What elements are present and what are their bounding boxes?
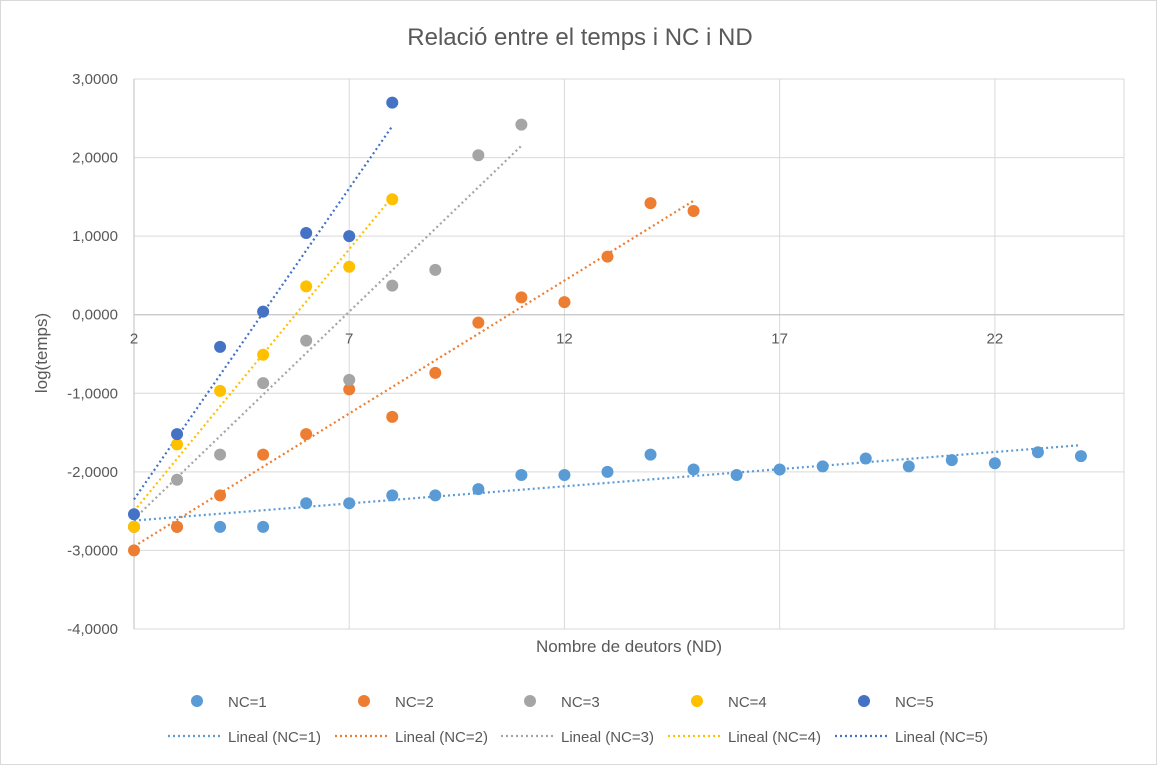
data-point (171, 520, 184, 533)
data-point (386, 96, 399, 109)
data-point (214, 520, 227, 533)
data-point (214, 384, 227, 397)
data-point (515, 291, 528, 304)
data-point (601, 465, 614, 478)
data-point (386, 410, 399, 423)
data-point (472, 149, 485, 162)
data-point (300, 334, 313, 347)
data-point (128, 508, 140, 521)
legend-trend-label: Lineal (NC=3) (561, 729, 654, 746)
legend-label: NC=2 (395, 694, 434, 711)
data-point (343, 260, 356, 273)
data-point (730, 469, 743, 481)
legend-trend-label: Lineal (NC=4) (728, 729, 821, 746)
data-point (257, 377, 270, 390)
legend-marker (858, 695, 870, 707)
y-tick-label: -4,0000 (67, 621, 118, 638)
data-point (128, 544, 140, 557)
data-point (429, 489, 442, 502)
data-point (902, 460, 915, 473)
data-points (128, 96, 1087, 557)
data-point (171, 438, 184, 451)
data-point (343, 230, 356, 243)
x-tick-labels: 2 7 12 17 22 (130, 331, 1003, 348)
data-point (558, 296, 571, 309)
data-point (472, 316, 485, 329)
legend-label: NC=4 (728, 694, 767, 711)
x-tick-label: 22 (987, 331, 1004, 348)
data-point (300, 497, 313, 510)
data-point (214, 489, 227, 502)
data-point (257, 520, 270, 533)
y-tick-label: -3,0000 (67, 542, 118, 559)
trendlines (133, 125, 1082, 548)
chart-title: Relació entre el temps i NC i ND (407, 24, 752, 51)
y-tick-label: 0,0000 (72, 307, 118, 324)
data-point (257, 448, 270, 461)
y-tick-label: -2,0000 (67, 464, 118, 481)
data-point (386, 279, 399, 292)
data-point (644, 197, 657, 210)
data-point (429, 263, 442, 276)
data-point (300, 227, 313, 239)
data-point (1031, 446, 1044, 459)
legend-trend-label: Lineal (NC=5) (895, 729, 988, 746)
data-point (300, 428, 313, 441)
data-point (171, 428, 184, 441)
legend: NC=1 NC=2 NC=3 NC=4 NC=5 Lineal (NC=1) Lineal … (168, 694, 988, 746)
data-point (386, 193, 399, 206)
data-point (687, 463, 700, 476)
data-point (515, 469, 528, 481)
data-point (386, 489, 399, 502)
x-tick-label: 12 (556, 331, 573, 348)
data-point (515, 118, 528, 131)
data-point (171, 473, 184, 486)
data-point (945, 454, 958, 467)
y-tick-label: 1,0000 (72, 228, 118, 245)
legend-trend-label: Lineal (NC=1) (228, 729, 321, 746)
trendline (133, 144, 523, 520)
data-point (214, 340, 227, 353)
legend-label: NC=1 (228, 694, 267, 711)
legend-marker (524, 695, 536, 707)
legend-trend-label: Lineal (NC=2) (395, 729, 488, 746)
y-tick-label: 3,0000 (72, 71, 118, 88)
data-point (343, 383, 356, 396)
data-point (859, 452, 872, 465)
data-point (601, 250, 614, 263)
y-tick-labels: -4,0000 -3,0000 -2,0000 -1,0000 0,0000 1,0000… (67, 71, 118, 638)
data-point (343, 497, 356, 510)
data-point (988, 457, 1001, 470)
x-tick-label: 17 (771, 331, 788, 348)
x-tick-label: 2 (130, 331, 138, 348)
data-point (214, 448, 227, 461)
gridlines (133, 78, 1125, 630)
legend-label: NC=5 (895, 694, 934, 711)
y-tick-label: -1,0000 (67, 385, 118, 402)
legend-marker (358, 695, 370, 707)
data-point (687, 205, 700, 217)
legend-marker (691, 695, 703, 707)
data-point (1074, 450, 1087, 463)
data-point (816, 460, 829, 473)
data-point (343, 373, 356, 386)
data-point (257, 348, 270, 361)
trendline (133, 444, 1082, 522)
data-point (558, 469, 571, 481)
y-axis-title: log(temps) (32, 313, 51, 393)
y-tick-label: 2,0000 (72, 150, 118, 167)
data-point (644, 448, 657, 461)
legend-marker (191, 695, 203, 707)
data-point (429, 366, 442, 379)
legend-label: NC=3 (561, 694, 600, 711)
data-point (773, 463, 786, 476)
data-point (257, 305, 270, 318)
data-point (472, 483, 485, 496)
x-axis-title: Nombre de deutors (ND) (536, 637, 722, 656)
x-tick-label: 7 (345, 331, 353, 348)
data-point (300, 280, 313, 293)
data-point (128, 520, 140, 533)
